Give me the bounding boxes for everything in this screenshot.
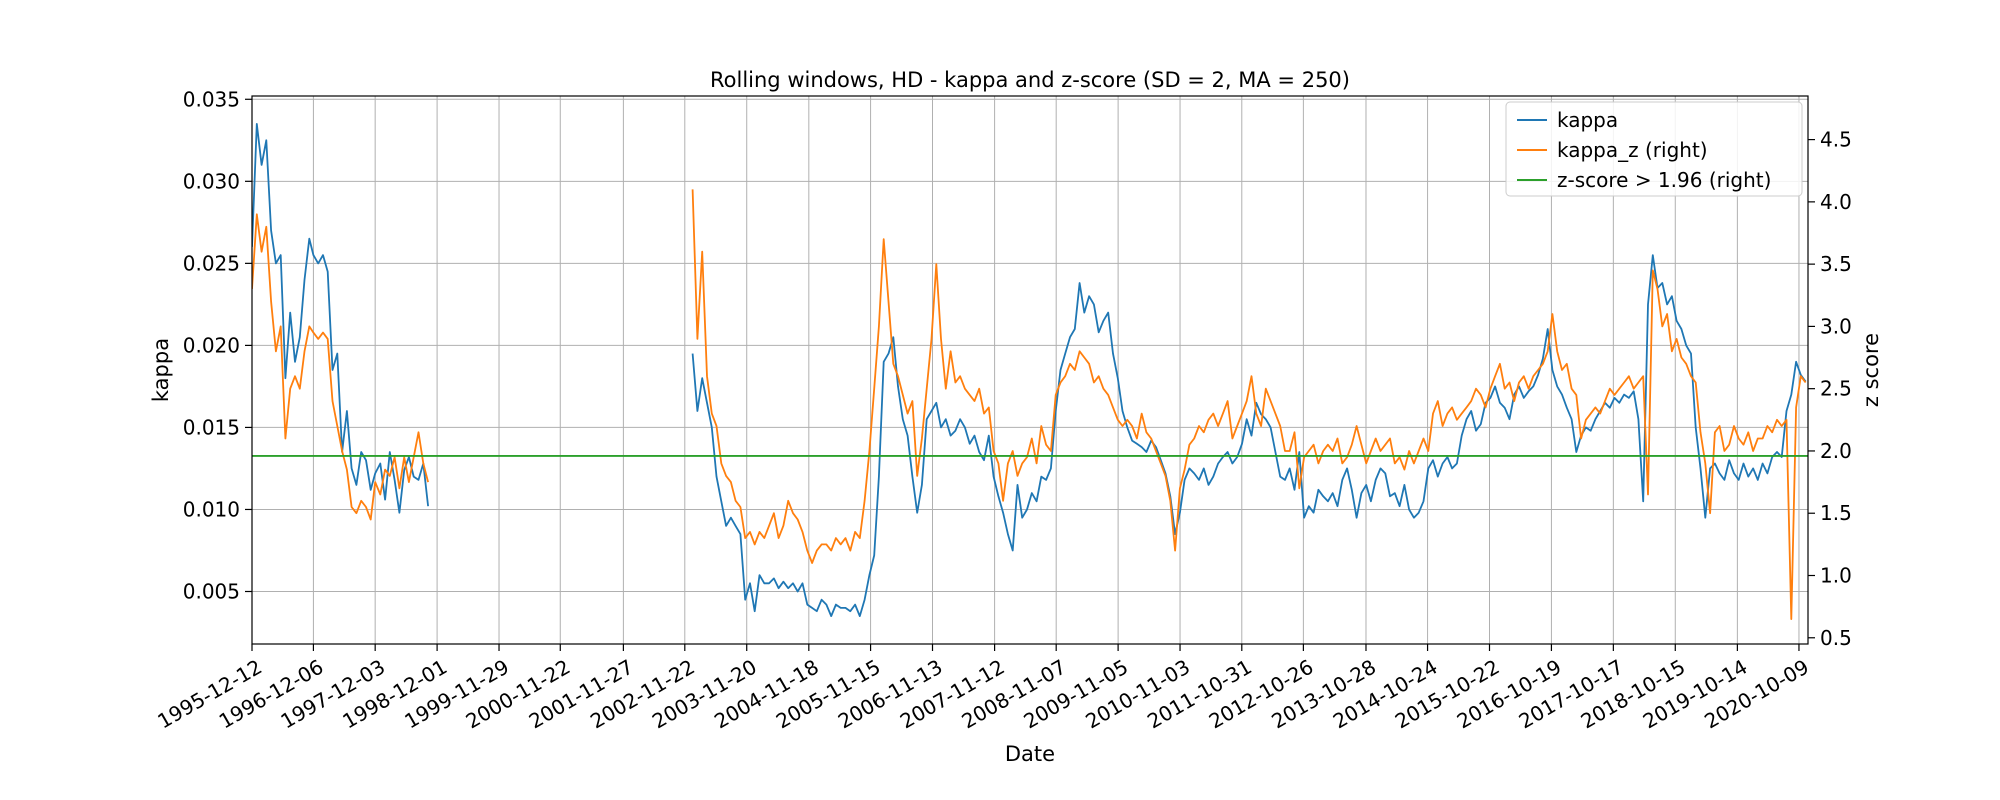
y-right-tick-label: 3.0 — [1820, 314, 1852, 338]
x-axis-label: Date — [1005, 742, 1055, 766]
series-line-kappa-z-segment-2 — [691, 189, 1807, 620]
legend-box — [1505, 101, 1803, 197]
right-axis: 0.5 1.0 1.5 2.0 2.5 3.0 3.5 4.0 4.5 — [1808, 128, 1852, 650]
y-right-tick-label: 1.0 — [1820, 564, 1852, 588]
series-layer — [252, 123, 1808, 620]
series-line-kappa-segment-2 — [691, 254, 1807, 617]
y-right-tick-label: 0.5 — [1820, 626, 1852, 650]
left-axis: 0.005 0.010 0.015 0.020 0.025 0.030 0.035 — [183, 87, 252, 603]
gridlines — [251, 96, 1808, 644]
y-tick-label: 0.005 — [183, 579, 240, 603]
series-line-kappa-segment-1 — [252, 123, 429, 514]
y-axis-label-right: z score — [1859, 333, 1883, 407]
y-tick-label: 0.035 — [183, 87, 240, 111]
y-right-tick-label: 1.5 — [1820, 501, 1852, 525]
y-tick-label: 0.015 — [183, 415, 240, 439]
legend-label-kappa-z: kappa_z (right) — [1557, 138, 1708, 162]
y-axis-label: kappa — [149, 338, 173, 402]
y-tick-label: 0.010 — [183, 497, 240, 521]
legend: kappa kappa_z (right) z-score > 1.96 (ri… — [1505, 101, 1803, 197]
y-right-tick-label: 4.0 — [1820, 190, 1852, 214]
y-tick-label: 0.020 — [183, 333, 240, 357]
legend-label-kappa: kappa — [1557, 108, 1618, 132]
y-tick-label: 0.025 — [183, 251, 240, 275]
legend-label-threshold: z-score > 1.96 (right) — [1557, 168, 1771, 192]
y-right-tick-label: 2.0 — [1820, 439, 1852, 463]
y-right-tick-label: 4.5 — [1820, 128, 1852, 152]
plot-frame — [251, 95, 1809, 645]
series-line-kappa-z-segment-1 — [252, 213, 429, 521]
chart-title: Rolling windows, HD - kappa and z-score … — [710, 68, 1350, 92]
y-right-tick-label: 3.5 — [1820, 252, 1852, 276]
y-right-tick-label: 2.5 — [1820, 377, 1852, 401]
y-tick-label: 0.030 — [183, 169, 240, 193]
